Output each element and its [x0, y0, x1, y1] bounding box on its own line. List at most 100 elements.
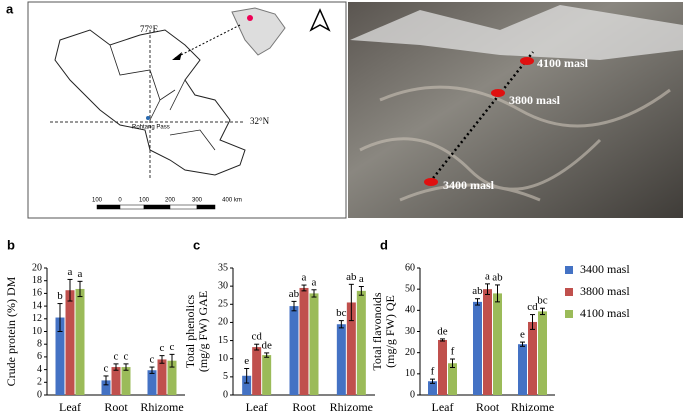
- photo-label: 3800 masl: [509, 93, 561, 107]
- y-tick-label: 12: [32, 313, 42, 324]
- bar: [101, 380, 111, 395]
- error-bar: [430, 378, 435, 384]
- bar: [111, 367, 121, 395]
- y-tick-label: 5: [223, 371, 228, 382]
- bar: [309, 293, 319, 395]
- bar: [528, 321, 537, 395]
- state-outline: [54, 29, 246, 176]
- bar: [147, 370, 157, 395]
- y-tick-label: 18: [32, 275, 42, 286]
- x-tick-label: Leaf: [59, 400, 81, 414]
- bar: [55, 317, 65, 395]
- bar: [121, 367, 131, 395]
- y-tick-label: 30: [218, 280, 228, 291]
- significance-letter: a: [302, 272, 307, 284]
- significance-letter: f: [431, 366, 435, 378]
- y-axis-title: Total phenolics: [183, 294, 197, 368]
- error-bar: [149, 366, 155, 374]
- bar: [262, 355, 272, 395]
- y-tick-label: 15: [218, 335, 228, 346]
- scale-label: 100: [139, 198, 150, 204]
- scale-seg: [96, 204, 121, 210]
- significance-letter: bc: [336, 307, 347, 319]
- site-label: Rohtang Pass: [132, 125, 170, 131]
- legend-label: 3800 masl: [580, 284, 630, 298]
- y-tick-label: 20: [218, 317, 228, 328]
- significance-letter: a: [359, 273, 364, 285]
- bar: [167, 360, 177, 395]
- significance-letter: cd: [251, 331, 262, 343]
- pointer: [174, 24, 241, 59]
- x-tick-label: Root: [476, 400, 500, 414]
- bar: [299, 287, 309, 395]
- x-tick-label: Root: [104, 400, 128, 414]
- error-bar: [77, 280, 83, 298]
- significance-letter: ab: [289, 288, 300, 300]
- north-arrow: [309, 8, 331, 32]
- significance-letter: a: [312, 276, 317, 288]
- y-tick-label: 50: [405, 283, 415, 294]
- error-bar: [530, 314, 535, 330]
- error-bar: [450, 358, 455, 368]
- significance-letter: de: [437, 325, 448, 337]
- significance-letter: c: [114, 350, 119, 362]
- error-bar: [301, 284, 307, 292]
- pointer-head: [172, 52, 182, 60]
- bar: [518, 344, 527, 395]
- panel-label: c: [193, 237, 200, 252]
- y-tick-label: 30: [405, 326, 415, 337]
- y-tick-label: 20: [32, 262, 42, 273]
- snow: [350, 5, 683, 60]
- significance-letter: c: [160, 342, 165, 354]
- bar: [157, 359, 167, 395]
- site-mark: [491, 89, 505, 97]
- bar: [336, 324, 346, 395]
- x-tick-label: Leaf: [246, 400, 268, 414]
- y-tick-label: 14: [32, 300, 42, 311]
- error-bar: [123, 363, 129, 371]
- significance-letter: a: [78, 268, 83, 280]
- bar: [438, 339, 447, 395]
- scale-label: 0: [118, 198, 122, 204]
- photo-label: 3400 masl: [443, 178, 495, 192]
- x-tick-label: Leaf: [432, 400, 454, 414]
- y-tick-label: 40: [405, 305, 415, 316]
- y-tick-label: 10: [32, 326, 42, 337]
- error-bar: [67, 278, 73, 302]
- error-bar: [57, 303, 63, 332]
- significance-letter: ab: [472, 285, 483, 297]
- significance-letter: ab: [492, 271, 503, 283]
- y-tick-label: 20: [405, 347, 415, 358]
- bar: [356, 290, 366, 395]
- y-axis-title: Crude protein (%) DM: [4, 276, 18, 386]
- legend-swatch: [565, 288, 573, 296]
- significance-letter: c: [104, 362, 109, 374]
- legend-swatch: [565, 266, 573, 274]
- error-bar: [244, 368, 250, 384]
- y-tick-label: 16: [32, 288, 42, 299]
- error-bar: [495, 284, 500, 303]
- error-bar: [475, 298, 480, 306]
- error-bar: [311, 289, 317, 298]
- lon-label: 77°E: [140, 24, 159, 34]
- error-bar: [113, 363, 119, 371]
- error-bar: [520, 341, 525, 347]
- bar: [493, 293, 502, 395]
- india-inset: [231, 7, 286, 56]
- y-tick-label: 25: [218, 299, 228, 310]
- error-bar: [264, 352, 270, 358]
- error-bar: [540, 307, 545, 316]
- bar: [242, 375, 252, 395]
- bar: [448, 363, 457, 395]
- significance-letter: de: [261, 339, 272, 351]
- panel-label: b: [7, 237, 15, 252]
- error-bar: [485, 283, 490, 295]
- significance-letter: a: [68, 266, 73, 278]
- significance-letter: b: [57, 290, 63, 302]
- significance-letter: cd: [527, 301, 538, 313]
- inset-mark: [247, 15, 253, 21]
- bar: [428, 381, 437, 395]
- significance-letter: e: [244, 355, 249, 367]
- error-bar: [159, 355, 165, 364]
